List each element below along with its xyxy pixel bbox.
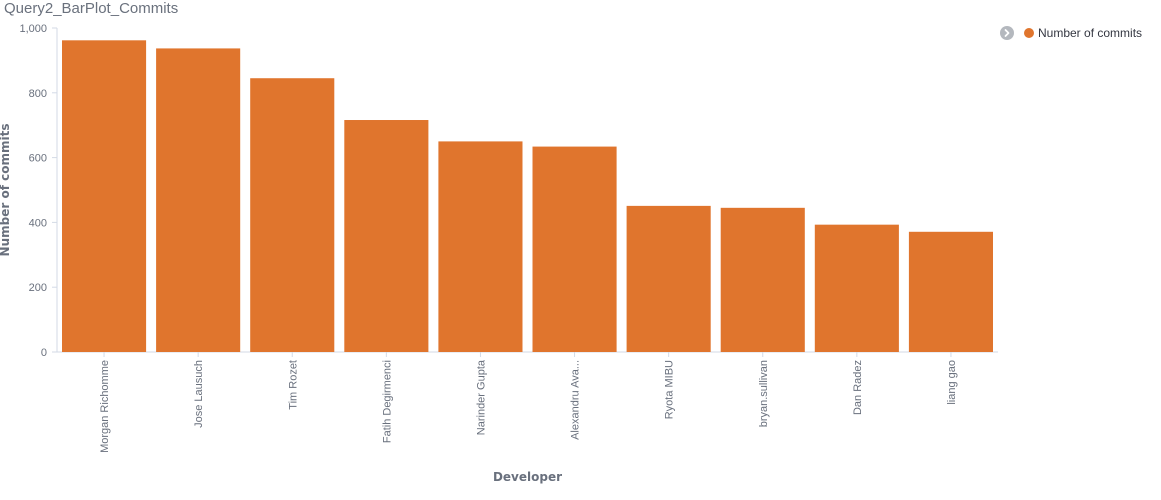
y-axis-title: Number of commits [0, 124, 12, 257]
x-tick-label: Ryota MIBU [664, 360, 676, 419]
bar[interactable] [532, 146, 617, 352]
x-tick-label: Alexandru Ava... [570, 360, 582, 440]
bar[interactable] [908, 231, 993, 352]
x-tick-label: bryan.sullivan [758, 360, 770, 427]
bar[interactable] [250, 78, 335, 352]
x-tick-label: Narinder Gupta [475, 359, 487, 435]
legend-color-dot [1024, 28, 1034, 38]
bar[interactable] [626, 205, 711, 352]
legend-item-number-of-commits[interactable]: Number of commits [1024, 26, 1142, 40]
legend-label: Number of commits [1038, 26, 1143, 40]
bar[interactable] [156, 48, 241, 353]
x-tick-label: Morgan Richomme [99, 360, 111, 453]
x-tick-label: Fatih Degirmenci [381, 360, 393, 443]
x-tick-label: Jose Lausuch [193, 360, 205, 428]
y-tick-label: 200 [29, 282, 47, 294]
x-tick-label: Dan Radez [852, 360, 864, 415]
y-tick-label: 400 [29, 217, 47, 229]
x-tick-label: liang gao [946, 360, 958, 405]
y-tick-label: 600 [29, 153, 47, 165]
x-tick-label: Tim Rozet [287, 360, 299, 410]
bar[interactable] [720, 207, 805, 352]
bar[interactable] [814, 224, 899, 352]
bar[interactable] [62, 40, 147, 352]
x-axis-title: Developer [493, 470, 562, 484]
y-tick-label: 1,000 [19, 23, 47, 35]
y-tick-label: 800 [29, 88, 47, 100]
bar[interactable] [344, 120, 429, 353]
chevron-right-icon[interactable] [1000, 26, 1014, 40]
legend: Number of commits [1000, 25, 1142, 41]
panel-title: Query2_BarPlot_Commits [4, 0, 179, 17]
y-tick-label: 0 [41, 347, 47, 359]
bar[interactable] [438, 141, 523, 352]
